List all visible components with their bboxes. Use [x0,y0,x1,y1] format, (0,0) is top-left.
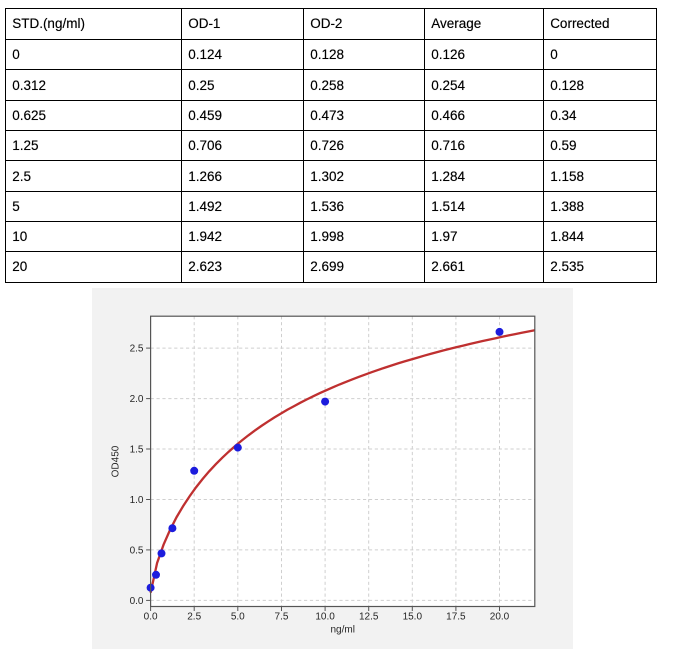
svg-text:0.0: 0.0 [130,596,144,607]
svg-text:2.5: 2.5 [187,612,201,623]
svg-text:20.0: 20.0 [490,612,510,623]
svg-text:0.5: 0.5 [130,545,144,556]
svg-text:ng/ml: ng/ml [330,625,354,636]
svg-text:2.0: 2.0 [130,394,144,405]
svg-text:1.0: 1.0 [130,495,144,506]
svg-text:12.5: 12.5 [359,612,379,623]
svg-text:5.0: 5.0 [231,612,245,623]
svg-text:OD450: OD450 [111,445,122,477]
svg-text:2.5: 2.5 [130,344,144,355]
svg-text:10.0: 10.0 [315,612,335,623]
svg-text:1.5: 1.5 [130,445,144,456]
svg-text:15.0: 15.0 [403,612,423,623]
svg-text:7.5: 7.5 [275,612,289,623]
svg-text:0.0: 0.0 [144,612,158,623]
svg-text:17.5: 17.5 [446,612,466,623]
